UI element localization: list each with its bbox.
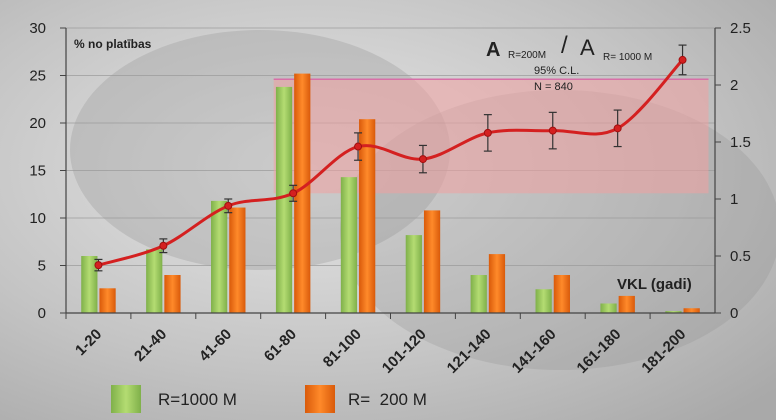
bar-series-2 [99, 288, 116, 313]
y-left-tick-label: 25 [29, 68, 46, 85]
y-right-tick-label: 1.5 [730, 134, 751, 151]
bar-series-1 [81, 256, 98, 313]
ratio-line-series [94, 44, 687, 272]
bar-series-1 [340, 177, 358, 313]
ratio-point [678, 55, 687, 64]
y-right-tick-label: 2 [730, 77, 738, 94]
bar-series-1 [405, 235, 422, 313]
ratio-title-a2: A [580, 35, 595, 60]
y-right-tick-label: 0.5 [730, 248, 751, 265]
ratio-title-sub1: R=200M [508, 50, 546, 61]
ratio-point [548, 126, 557, 135]
ratio-point [159, 241, 168, 250]
legend-swatch-series-2 [305, 385, 335, 413]
ratio-line [98, 58, 684, 267]
y-left-tick-label: 20 [29, 115, 46, 132]
ratio-point [613, 124, 622, 133]
bar-series-1 [535, 289, 552, 313]
legend-label-series-1: R=1000 M [158, 390, 237, 409]
bar-series-1 [275, 86, 293, 314]
legend-swatch-series-1 [111, 385, 141, 413]
bar-series-1 [146, 249, 163, 313]
ratio-title-slash: / [561, 32, 568, 59]
ratio-title-sub2: R= 1000 M [603, 52, 652, 63]
confidence-band [273, 78, 709, 194]
chart-labels: % no platības VKL (gadi) A R=200M / A R=… [74, 32, 692, 293]
ratio-point [94, 261, 103, 270]
y-left-tick-label: 15 [29, 163, 46, 180]
y-left-tick-label: 0 [38, 305, 46, 322]
bar-series-2 [618, 295, 635, 313]
y-right-tick-label: 1 [730, 191, 738, 208]
bar-series-2 [683, 308, 700, 313]
bar-series-2 [488, 254, 506, 313]
ratio-point [224, 201, 233, 210]
left-axis-title: % no platības [74, 37, 152, 51]
bar-series-2 [229, 207, 246, 313]
bar-series-1 [470, 275, 487, 313]
ratio-title-a1: A [486, 39, 500, 61]
bar-series-2 [359, 119, 376, 313]
ratio-point [418, 155, 427, 164]
y-left-tick-label: 30 [29, 20, 46, 37]
legend-label-series-2: R= 200 M [348, 390, 427, 409]
bar-series-2 [164, 275, 181, 313]
ratio-point [289, 189, 298, 198]
bar-series-1 [665, 311, 682, 313]
bar-series-2 [423, 210, 441, 313]
ci-annotation: 95% C.L. [534, 65, 579, 77]
bar-series-2 [553, 275, 570, 313]
shaded-band [273, 79, 709, 194]
bar-series [81, 73, 700, 314]
bar-series-1 [600, 303, 617, 313]
ratio-point [483, 128, 492, 137]
x-axis-label: VKL (gadi) [617, 276, 692, 293]
y-right-tick-label: 2.5 [730, 20, 751, 37]
legend: R=1000 M R= 200 M [111, 385, 427, 413]
bar-series-1 [211, 200, 228, 313]
bar-series-2 [294, 73, 311, 313]
ratio-point [354, 142, 363, 151]
y-right-tick-label: 0 [730, 305, 738, 322]
n-annotation: N = 840 [534, 81, 573, 93]
y-left-tick-label: 10 [29, 210, 46, 227]
y-left-tick-label: 5 [38, 258, 46, 275]
